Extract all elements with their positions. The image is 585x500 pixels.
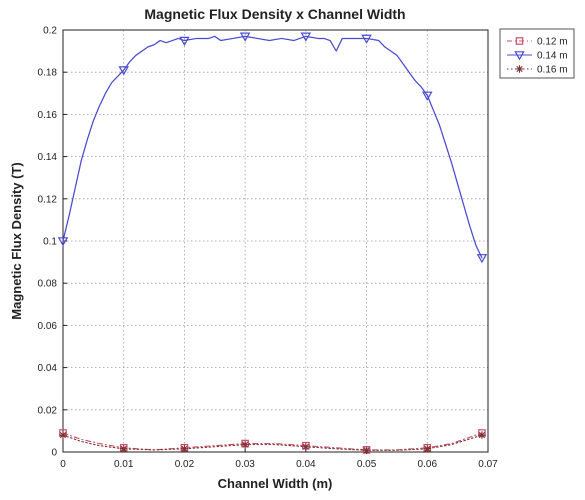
marker-star-stroke — [120, 445, 127, 452]
grid-lines — [63, 30, 488, 452]
y-tick-label: 0 — [51, 448, 57, 459]
y-tick-label: 0.08 — [38, 279, 58, 290]
y-tick-label: 0.2 — [43, 26, 57, 37]
axis-ticks: 0 0.01 0.02 0.03 0.04 0.05 0.06 0.07 0 0.02 0.04 0.… — [38, 26, 499, 471]
y-tick-label: 0.06 — [38, 321, 58, 332]
x-tick-label: 0.07 — [478, 459, 498, 470]
x-tick-label: 0.02 — [175, 459, 195, 470]
y-tick-label: 0.18 — [38, 68, 58, 79]
data-point-marker — [239, 32, 251, 42]
marker-star-stroke — [363, 447, 370, 454]
marker-star-stroke — [302, 443, 309, 450]
legend: 0.12 m 0.14 m 0.16 m — [499, 28, 575, 79]
x-tick-label: 0.06 — [418, 459, 438, 470]
y-tick-label: 0.04 — [38, 363, 58, 374]
data-point-marker — [300, 32, 312, 42]
data-point-marker — [59, 431, 67, 439]
data-point-marker — [180, 445, 189, 453]
y-tick-label: 0.12 — [38, 194, 58, 205]
data-point-marker — [302, 442, 310, 451]
marker-star-stroke — [424, 445, 431, 452]
legend-entry-label: 0.12 m — [537, 37, 568, 48]
legend-entry-label: 0.16 m — [537, 65, 568, 76]
x-axis-title: Channel Width (m) — [218, 476, 333, 491]
data-point-marker — [241, 440, 249, 449]
data-point-marker — [478, 431, 486, 439]
series-line — [62, 432, 483, 451]
x-tick-label: 0.05 — [357, 459, 377, 470]
x-tick-label: 0 — [60, 459, 66, 470]
legend-entry-label: 0.14 m — [537, 51, 568, 62]
series-0-14-m — [57, 32, 488, 264]
data-point-marker — [476, 254, 488, 264]
marker-star-stroke — [242, 441, 249, 448]
data-point-marker — [179, 36, 190, 46]
y-tick-label: 0.14 — [38, 152, 58, 163]
legend-marker — [515, 65, 524, 73]
y-tick-label: 0.02 — [38, 405, 58, 416]
y-tick-label: 0.1 — [43, 237, 57, 248]
marker-star-stroke — [181, 445, 188, 452]
legend-marker — [515, 37, 524, 45]
data-point-marker — [422, 91, 433, 101]
marker-star-stroke — [478, 431, 486, 439]
legend-box — [499, 28, 575, 79]
y-tick-label: 0.16 — [38, 110, 58, 121]
marker-star-stroke — [516, 65, 523, 73]
data-point-marker — [57, 237, 69, 247]
series-0-16-m — [59, 431, 486, 455]
chart-title: Magnetic Flux Density x Channel Width — [144, 6, 405, 22]
x-tick-label: 0.04 — [296, 459, 316, 470]
data-point-marker — [361, 34, 372, 44]
data-point-marker — [362, 446, 371, 455]
x-tick-label: 0.01 — [114, 459, 134, 470]
y-axis-title: Magnetic Flux Density (T) — [9, 162, 24, 319]
data-point-marker — [423, 445, 432, 453]
legend-marker — [514, 51, 525, 61]
data-point-marker — [119, 445, 128, 453]
x-tick-label: 0.03 — [235, 459, 255, 470]
series-group — [57, 32, 488, 455]
marker-star-stroke — [59, 431, 67, 439]
data-point-marker — [118, 66, 129, 76]
